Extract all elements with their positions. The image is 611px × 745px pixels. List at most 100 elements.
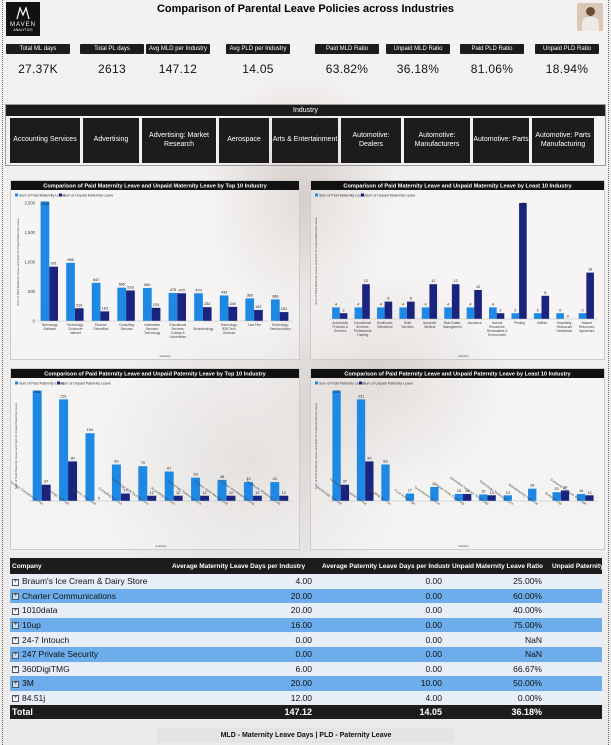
- column-header[interactable]: Company: [10, 558, 170, 574]
- bar-unpaid[interactable]: [560, 490, 570, 501]
- table-row[interactable]: +10up 16.00 0.00 75.00%: [10, 617, 602, 633]
- bar-unpaid[interactable]: [586, 272, 594, 319]
- bar-unpaid[interactable]: [496, 313, 505, 319]
- bar-paid[interactable]: [217, 479, 227, 501]
- bar-unpaid[interactable]: [151, 307, 161, 321]
- bar-paid[interactable]: [66, 262, 75, 321]
- bar-paid[interactable]: [243, 482, 253, 501]
- table-row[interactable]: + Braum's Ice Cream & Dairy Store 4.00 0.00…: [10, 574, 602, 589]
- bar-paid[interactable]: [219, 295, 229, 321]
- bar-unpaid[interactable]: [487, 495, 496, 501]
- table-row[interactable]: +24-7 Intouch 0.00 0.00 NaN: [10, 632, 602, 647]
- bar-unpaid[interactable]: [126, 290, 135, 321]
- bar-paid[interactable]: [479, 494, 488, 501]
- bar-unpaid[interactable]: [254, 309, 263, 321]
- bar-paid[interactable]: [138, 466, 148, 501]
- industry-button[interactable]: Arts & Entertainment: [272, 118, 338, 163]
- bar-unpaid[interactable]: [252, 495, 262, 501]
- bar-unpaid[interactable]: [226, 495, 236, 501]
- industry-button[interactable]: Automotive: Parts: [473, 118, 529, 163]
- column-header[interactable]: Average Paternity Leave Days per Industr…: [320, 558, 450, 574]
- bar-unpaid[interactable]: [41, 484, 51, 501]
- bar-paid[interactable]: [356, 399, 366, 501]
- bar-unpaid[interactable]: [279, 312, 289, 321]
- bar-paid[interactable]: [533, 313, 542, 319]
- bar-paid[interactable]: [354, 307, 363, 319]
- bar-paid[interactable]: [466, 307, 475, 319]
- expand-icon[interactable]: +: [12, 578, 19, 586]
- bar-paid[interactable]: [117, 287, 127, 321]
- expand-icon[interactable]: +: [12, 622, 19, 630]
- bar-paid[interactable]: [332, 390, 341, 501]
- expand-icon[interactable]: +: [12, 636, 19, 644]
- industry-button[interactable]: Automotive: Manufacturers: [404, 118, 470, 163]
- bar-paid[interactable]: [399, 307, 408, 319]
- bar-paid[interactable]: [489, 307, 497, 319]
- bar-unpaid[interactable]: [49, 266, 58, 321]
- bar-paid[interactable]: [444, 307, 452, 319]
- bar-unpaid[interactable]: [407, 301, 415, 319]
- bar-paid[interactable]: [59, 399, 69, 501]
- bar-unpaid[interactable]: [474, 290, 482, 319]
- table-row[interactable]: +360DigiTMG 6.00 0.00 66.67%: [10, 661, 602, 677]
- table-row[interactable]: +84.51j 12.00 4.00 0.00%: [10, 690, 602, 706]
- industry-button[interactable]: Automotive: Parts Manufacturing: [532, 118, 594, 163]
- expand-icon[interactable]: +: [12, 607, 19, 615]
- bar-unpaid[interactable]: [200, 495, 210, 501]
- column-header[interactable]: Unpaid Maternity Leave Ratio: [450, 558, 550, 574]
- bar-unpaid[interactable]: [519, 203, 527, 319]
- bar-unpaid[interactable]: [384, 301, 393, 319]
- table-row[interactable]: +3M 20.00 10.00 50.00%: [10, 676, 602, 691]
- bar-unpaid[interactable]: [120, 493, 130, 501]
- bar-unpaid[interactable]: [585, 495, 594, 501]
- bar-paid[interactable]: [430, 486, 439, 501]
- bar-paid[interactable]: [270, 299, 280, 321]
- bar-unpaid[interactable]: [202, 307, 212, 321]
- bar-paid[interactable]: [376, 307, 385, 319]
- bar-unpaid[interactable]: [362, 284, 370, 319]
- bar-unpaid[interactable]: [147, 495, 157, 501]
- bar-paid[interactable]: [168, 292, 178, 321]
- bar-paid[interactable]: [164, 471, 174, 501]
- industry-button[interactable]: Advertising: Market Research: [142, 118, 216, 163]
- bar-unpaid[interactable]: [451, 284, 460, 319]
- bar-paid[interactable]: [454, 493, 464, 501]
- bar-unpaid[interactable]: [340, 484, 350, 501]
- industry-button[interactable]: Aerospace: [219, 118, 269, 163]
- bar-paid[interactable]: [576, 493, 586, 501]
- table-row[interactable]: + Charter Communications 20.00 0.00 60.00%: [10, 588, 602, 604]
- bar-paid[interactable]: [503, 495, 512, 501]
- bar-paid[interactable]: [91, 282, 101, 321]
- table-row[interactable]: +247 Private Security 0.00 0.00 NaN: [10, 646, 602, 662]
- expand-icon[interactable]: +: [12, 695, 19, 703]
- bar-unpaid[interactable]: [279, 495, 289, 501]
- column-header[interactable]: Unpaid Paternity Leave Ratio: [550, 558, 602, 574]
- bar-paid[interactable]: [405, 493, 415, 501]
- bar-unpaid[interactable]: [541, 295, 550, 319]
- bar-paid[interactable]: [578, 313, 587, 319]
- expand-icon[interactable]: +: [12, 651, 19, 659]
- expand-icon[interactable]: +: [12, 666, 19, 674]
- bar-unpaid[interactable]: [100, 311, 110, 321]
- bar-paid[interactable]: [191, 477, 201, 501]
- bar-paid[interactable]: [332, 307, 340, 319]
- column-header[interactable]: Average Maternity Leave Days per Industr…: [170, 558, 320, 574]
- industry-button[interactable]: Advertising: [83, 118, 139, 163]
- bar-unpaid[interactable]: [74, 308, 84, 321]
- bar-paid[interactable]: [556, 313, 564, 319]
- bar-unpaid[interactable]: [365, 461, 374, 501]
- bar-unpaid[interactable]: [68, 461, 78, 501]
- table-row[interactable]: +1010data 20.00 0.00 40.00%: [10, 603, 602, 618]
- bar-unpaid[interactable]: [173, 495, 183, 501]
- bar-paid[interactable]: [552, 492, 561, 501]
- bar-paid[interactable]: [421, 307, 430, 319]
- bar-paid[interactable]: [85, 433, 95, 501]
- bar-paid[interactable]: [40, 201, 50, 321]
- bar-unpaid[interactable]: [463, 493, 472, 501]
- expand-icon[interactable]: +: [12, 680, 19, 688]
- bar-unpaid[interactable]: [339, 313, 348, 319]
- bar-unpaid[interactable]: [228, 306, 238, 321]
- bar-unpaid[interactable]: [177, 293, 186, 321]
- bar-paid[interactable]: [511, 313, 520, 319]
- bar-paid[interactable]: [194, 293, 203, 321]
